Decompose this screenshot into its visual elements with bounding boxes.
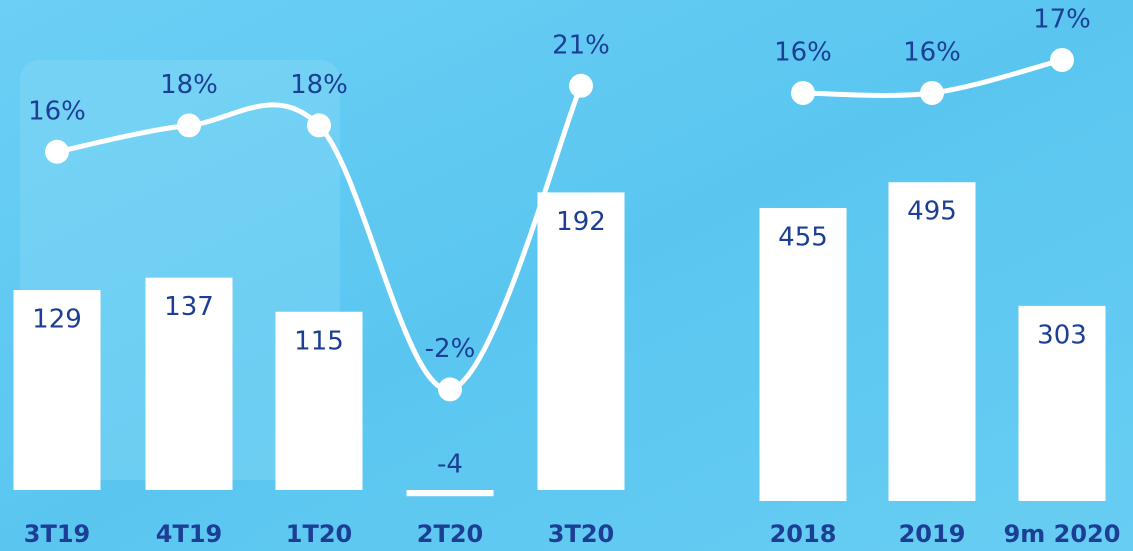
line-point [569,74,593,98]
bar-value-label: 129 [32,305,82,335]
line-point [1050,48,1074,72]
line-value-label: 21% [552,30,610,60]
line-point [920,81,944,105]
x-tick-label: 2T20 [417,520,483,548]
bar [538,192,625,490]
line-value-label: 16% [903,38,961,68]
x-tick-label: 2019 [899,520,966,548]
line-value-label: -2% [425,334,476,364]
chart: 129 137 115 -4 192 16% 18% 18% -2% 21% 3T19 4T19 1T2… [0,0,1133,551]
line-point [438,377,462,401]
line-point [791,81,815,105]
x-tick-label: 1T20 [286,520,352,548]
bar-value-label: -4 [437,450,463,480]
line-point [45,140,69,164]
page: 129 137 115 -4 192 16% 18% 18% -2% 21% 3T19 4T19 1T2… [0,0,1133,551]
bar-value-label: 455 [778,222,828,252]
x-tick-label: 2018 [770,520,837,548]
line-value-label: 16% [28,96,86,126]
x-tick-label: 3T19 [24,520,90,548]
line-value-label: 17% [1033,5,1091,35]
bar-value-label: 137 [164,292,214,322]
x-tick-label: 4T19 [156,520,222,548]
bar-value-label: 192 [556,207,606,237]
line-point [177,113,201,137]
bar [407,490,494,496]
x-tick-label: 9m 2020 [1004,520,1121,548]
line-point [307,113,331,137]
bar-value-label: 495 [907,197,957,227]
line-value-label: 18% [160,70,218,100]
line-value-label: 16% [774,38,832,68]
bar [889,182,976,501]
line-value-label: 18% [290,70,348,100]
x-tick-label: 3T20 [548,520,614,548]
bar-value-label: 303 [1037,320,1087,350]
bar-value-label: 115 [294,326,344,356]
